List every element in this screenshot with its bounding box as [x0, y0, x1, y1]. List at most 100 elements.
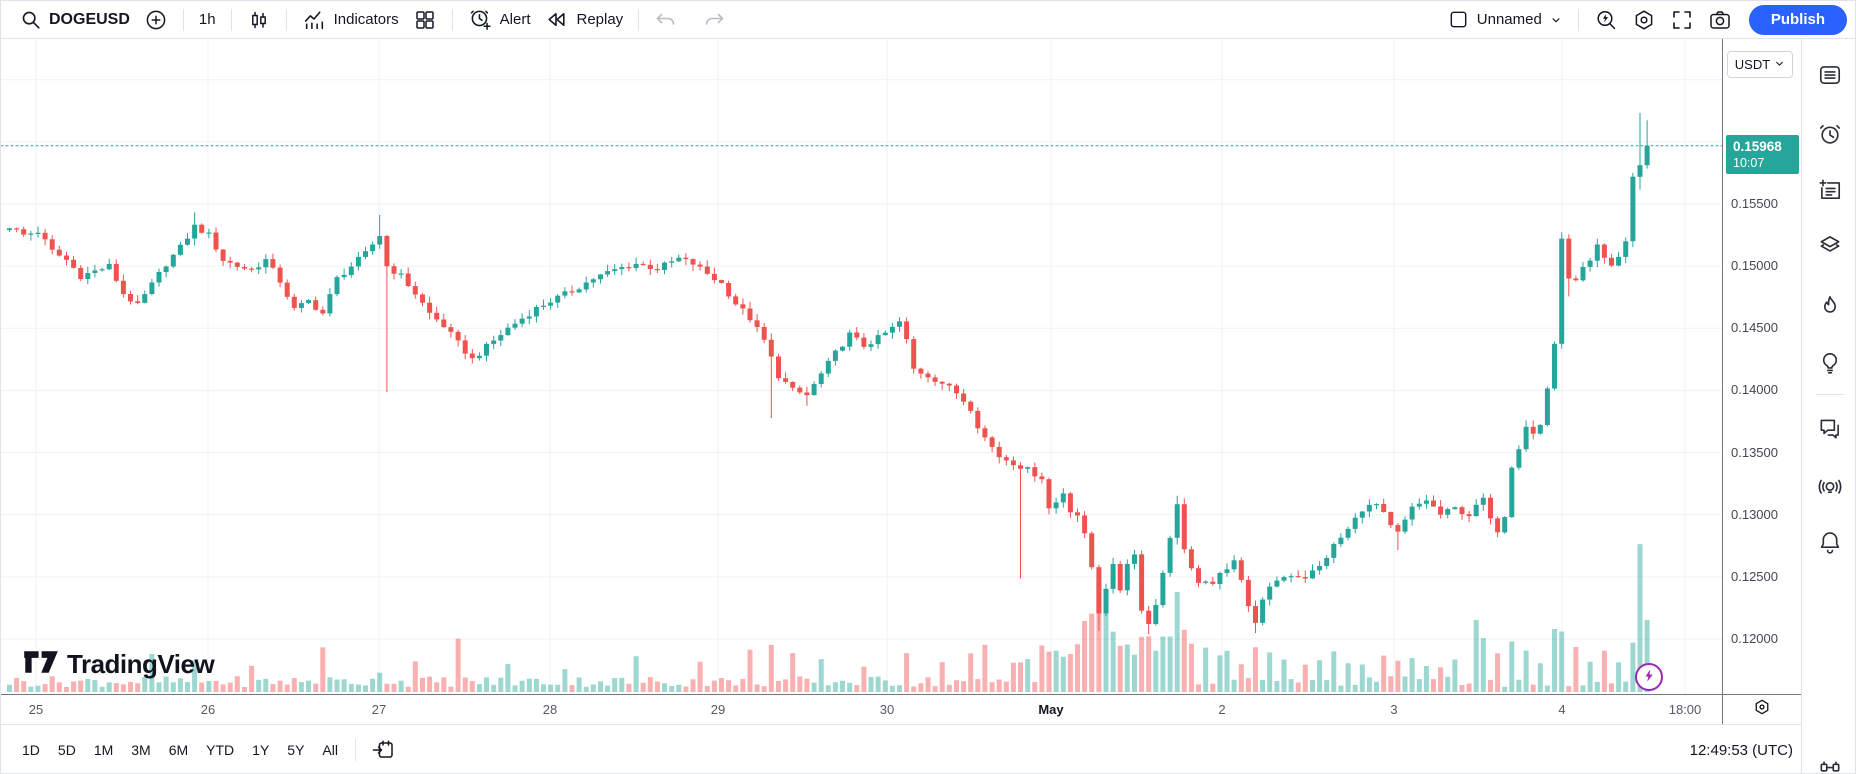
price-axis-label: 0.13000: [1731, 506, 1778, 522]
sidebar-layers-button[interactable]: [1812, 228, 1848, 264]
range-button-1m[interactable]: 1M: [85, 737, 122, 763]
time-axis-label: 29: [710, 702, 726, 717]
price-axis-currency-button[interactable]: USDT: [1727, 51, 1793, 78]
indicators-label: Indicators: [333, 11, 399, 28]
quick-search-button[interactable]: [1587, 4, 1625, 36]
toolbar-divider: [285, 8, 287, 31]
bottom-toolbar: 1D 5D 1M 3M 6M YTD 1Y 5Y All 12:49:53 (UTC): [1, 724, 1801, 773]
indicator-templates-button[interactable]: [406, 4, 444, 36]
sidebar-hotlists-flame-button[interactable]: [1812, 289, 1848, 325]
sidebar-streams-bulb-button[interactable]: [1812, 470, 1848, 506]
range-button-3m[interactable]: 3M: [122, 737, 159, 763]
streams-bulb-icon: [1817, 474, 1843, 503]
range-button-ytd[interactable]: YTD: [197, 737, 243, 763]
range-button-1d[interactable]: 1D: [13, 737, 49, 763]
price-axis-label: 0.12500: [1731, 568, 1778, 584]
layers-icon: [1817, 232, 1843, 261]
price-axis-label: 0.12000: [1731, 631, 1778, 647]
fullscreen-icon: [1670, 8, 1694, 32]
sidebar-notes-list-button[interactable]: [1812, 173, 1848, 209]
price-axis-label: 0.14500: [1731, 320, 1778, 336]
undo-icon: [654, 8, 678, 32]
time-axis-label: May: [1038, 702, 1064, 717]
search-icon: [20, 9, 42, 31]
chart-settings-button[interactable]: [1625, 4, 1663, 36]
symbol-name: DOGEUSD: [49, 10, 130, 28]
range-button-all[interactable]: All: [313, 737, 347, 763]
chart-row: TradingView USDT 0.15968 10:07 0.1: [1, 39, 1801, 694]
plus-circle-icon: [144, 8, 168, 32]
top-toolbar: DOGEUSD 1h Indicators Alert Replay: [1, 1, 1855, 39]
time-axis-label: 27: [371, 702, 387, 717]
fullscreen-button[interactable]: [1663, 4, 1701, 36]
candlestick-chart[interactable]: [1, 39, 1722, 694]
range-button-6m[interactable]: 6M: [160, 737, 197, 763]
chat-icon: [1817, 415, 1843, 444]
watchlist-icon: [1817, 62, 1843, 91]
ideas-bulb-icon: [1817, 349, 1843, 378]
toolbar-divider: [182, 8, 184, 31]
camera-icon: [1708, 8, 1732, 32]
symbol-search-button[interactable]: DOGEUSD: [13, 5, 137, 35]
create-alert-button[interactable]: Alert: [461, 3, 538, 36]
workspace: TradingView USDT 0.15968 10:07 0.1: [1, 39, 1855, 774]
go-to-date-button[interactable]: [364, 734, 402, 766]
hotlists-flame-icon: [1817, 293, 1843, 322]
snapshot-camera-button[interactable]: [1701, 4, 1739, 36]
instant-trading-lightning-button[interactable]: [1635, 663, 1663, 691]
candlestick-style-icon: [247, 8, 271, 32]
replay-label: Replay: [576, 11, 624, 28]
sidebar-watchlist-button[interactable]: [1812, 58, 1848, 94]
layout-select-button[interactable]: Unnamed: [1440, 4, 1570, 35]
chevron-down-icon: [1774, 57, 1785, 72]
gear-hexagon-icon: [1632, 8, 1656, 32]
calendar-go-icon: [371, 738, 395, 762]
range-button-5d[interactable]: 5D: [49, 737, 85, 763]
time-axis-label: 25: [28, 702, 44, 717]
redo-icon: [702, 8, 726, 32]
replay-rewind-icon: [544, 7, 569, 32]
range-button-5y[interactable]: 5Y: [278, 737, 313, 763]
toolbar-divider: [230, 8, 232, 31]
currency-label: USDT: [1734, 57, 1771, 72]
price-axis[interactable]: USDT 0.15968 10:07 0.15500 0.15000 0.14500…: [1722, 39, 1801, 694]
interval-button[interactable]: 1h: [192, 7, 223, 32]
chart-layout: TradingView USDT 0.15968 10:07 0.1: [1, 39, 1801, 773]
chart-style-button[interactable]: [240, 4, 278, 36]
range-button-1y[interactable]: 1Y: [243, 737, 278, 763]
lightning-bolt-icon: [1642, 668, 1657, 686]
sidebar-chat-button[interactable]: [1812, 411, 1848, 447]
undo-button[interactable]: [647, 4, 685, 36]
time-axis[interactable]: 25 26 27 28 29 30 May 2 3 4 18:00: [1, 695, 1722, 724]
alert-clock-plus-icon: [468, 7, 493, 32]
alerts-clock-icon: [1817, 121, 1843, 150]
indicators-button[interactable]: Indicators: [295, 3, 406, 36]
time-axis-label: 30: [879, 702, 895, 717]
chart-pane[interactable]: TradingView: [1, 39, 1722, 694]
tradingview-watermark: TradingView: [23, 649, 215, 680]
axis-settings-corner[interactable]: [1722, 695, 1801, 724]
interval-label: 1h: [198, 11, 216, 28]
sidebar-notifications-bell-button[interactable]: [1812, 525, 1848, 561]
bottom-partial-icon: [1817, 760, 1843, 774]
notes-list-icon: [1817, 177, 1843, 206]
sidebar-alerts-clock-button[interactable]: [1812, 117, 1848, 153]
toolbar-divider: [638, 8, 640, 31]
replay-button[interactable]: Replay: [537, 3, 630, 36]
toolbar-divider: [451, 8, 453, 31]
time-axis-label: 18:00: [1668, 702, 1702, 717]
last-price-badge: 0.15968 10:07: [1726, 134, 1799, 174]
session-clock[interactable]: 12:49:53 (UTC): [1689, 741, 1793, 759]
tradingview-logo-icon: [23, 649, 59, 680]
redo-button[interactable]: [695, 4, 733, 36]
price-axis-label: 0.15500: [1731, 196, 1778, 211]
sidebar-ideas-bulb-button[interactable]: [1812, 345, 1848, 381]
time-axis-label: 2: [1218, 702, 1226, 717]
time-axis-row: 25 26 27 28 29 30 May 2 3 4 18:00: [1, 694, 1801, 724]
publish-button[interactable]: Publish: [1748, 4, 1847, 35]
time-axis-label: 3: [1390, 702, 1398, 717]
sidebar-bottom-partial-button[interactable]: [1812, 756, 1848, 774]
range-buttons: 1D 5D 1M 3M 6M YTD 1Y 5Y All: [13, 737, 347, 763]
compare-add-symbol-button[interactable]: [137, 4, 175, 36]
